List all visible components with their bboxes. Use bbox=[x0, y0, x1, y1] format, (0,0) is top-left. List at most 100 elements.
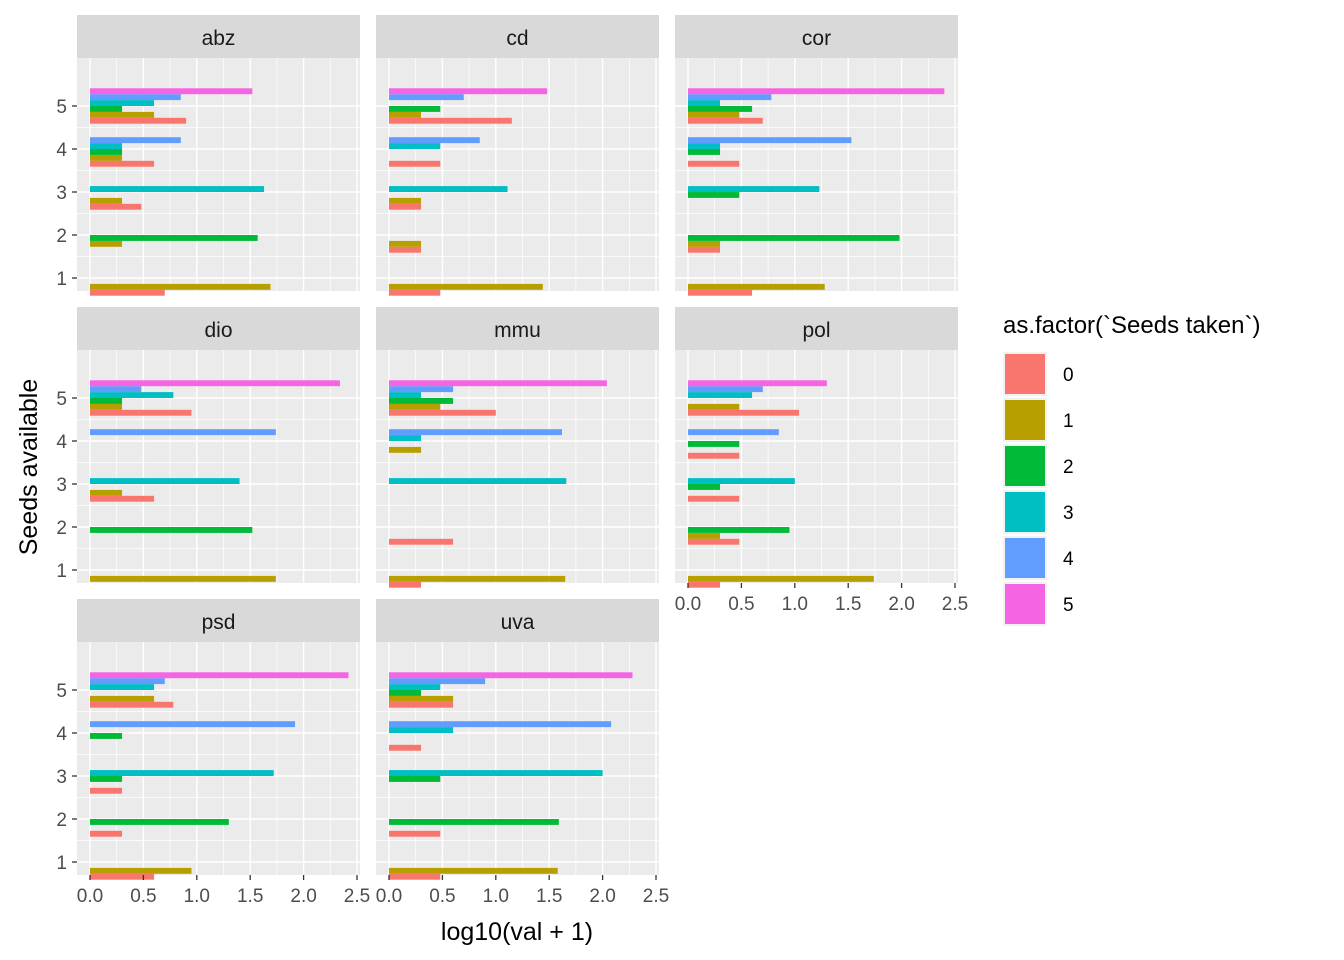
bar-uva-2-2 bbox=[389, 819, 559, 825]
y-tick-label: 1 bbox=[56, 269, 67, 290]
bar-cd-4-0 bbox=[389, 160, 441, 167]
x-tick-label: 1.5 bbox=[835, 594, 861, 615]
x-tick-label: 0.5 bbox=[728, 594, 754, 615]
bar-uva-4-4 bbox=[389, 721, 612, 728]
bar-cd-3-1 bbox=[389, 197, 422, 204]
bar-mmu-1-1 bbox=[389, 575, 566, 582]
x-axis-title: log10(val + 1) bbox=[441, 918, 593, 946]
bar-cor-4-0 bbox=[688, 160, 740, 167]
bar-mmu-1-0 bbox=[389, 581, 422, 588]
bar-cor-5-2 bbox=[688, 106, 753, 112]
bar-uva-2-0 bbox=[389, 830, 441, 837]
bar-mmu-5-1 bbox=[389, 403, 441, 410]
strip-label: cor bbox=[802, 27, 831, 50]
strip-label: psd bbox=[202, 611, 236, 634]
bar-pol-4-4 bbox=[688, 429, 779, 436]
y-tick-label: 3 bbox=[56, 767, 67, 788]
y-tick-label: 2 bbox=[56, 226, 67, 247]
legend-swatch-4 bbox=[1005, 538, 1045, 578]
legend: as.factor(`Seeds taken`) 0 1 2 3 4 5 bbox=[1003, 312, 1260, 626]
bar-cor-5-5 bbox=[688, 88, 945, 95]
bar-psd-3-3 bbox=[90, 770, 274, 776]
bar-psd-4-2 bbox=[90, 733, 123, 739]
x-tick-label: 0.5 bbox=[130, 886, 156, 907]
bar-uva-5-0 bbox=[389, 701, 454, 708]
bar-mmu-4-3 bbox=[389, 435, 422, 441]
legend-label-0: 0 bbox=[1063, 365, 1074, 386]
bar-pol-2-2 bbox=[688, 527, 790, 533]
y-tick-label: 2 bbox=[56, 518, 67, 539]
legend-swatch-0 bbox=[1005, 354, 1045, 394]
bar-cd-5-2 bbox=[389, 106, 441, 112]
x-tick-label: 2.0 bbox=[888, 594, 914, 615]
bar-pol-5-0 bbox=[688, 409, 800, 416]
bar-abz-3-3 bbox=[90, 186, 265, 192]
panel-abz: abz 1 2 3 4 5 bbox=[56, 15, 360, 296]
bar-cor-4-4 bbox=[688, 137, 852, 144]
bar-mmu-5-0 bbox=[389, 409, 496, 416]
x-tick-label: 2.0 bbox=[290, 886, 316, 907]
bar-cd-4-3 bbox=[389, 143, 441, 149]
bar-mmu-4-4 bbox=[389, 429, 563, 436]
bar-pol-5-5 bbox=[688, 380, 827, 387]
bar-cor-2-0 bbox=[688, 246, 721, 253]
bar-abz-5-1 bbox=[90, 111, 155, 118]
bar-abz-4-4 bbox=[90, 137, 181, 144]
y-tick-label: 3 bbox=[56, 183, 67, 204]
x-tick-label: 1.0 bbox=[782, 594, 808, 615]
x-tick-label: 2.5 bbox=[643, 886, 669, 907]
bar-abz-4-3 bbox=[90, 143, 123, 149]
bar-abz-3-0 bbox=[90, 203, 142, 210]
strip-background bbox=[77, 599, 360, 642]
bar-cd-1-1 bbox=[389, 283, 543, 290]
strip-background bbox=[77, 307, 360, 350]
y-tick-label: 4 bbox=[56, 140, 67, 161]
bar-pol-1-0 bbox=[688, 581, 721, 588]
bar-uva-4-0 bbox=[389, 744, 422, 751]
bar-psd-1-0 bbox=[90, 873, 155, 880]
bar-pol-4-0 bbox=[688, 452, 740, 459]
bar-uva-5-2 bbox=[389, 690, 422, 696]
strip-label: abz bbox=[202, 27, 236, 50]
y-tick-label: 4 bbox=[56, 432, 67, 453]
legend-label-3: 3 bbox=[1063, 503, 1074, 524]
bar-mmu-4-1 bbox=[389, 446, 422, 453]
bar-cd-5-5 bbox=[389, 88, 548, 95]
bar-psd-1-1 bbox=[90, 867, 192, 874]
x-tick-label: 1.0 bbox=[483, 886, 509, 907]
y-tick-label: 1 bbox=[56, 561, 67, 582]
bar-pol-2-1 bbox=[688, 532, 721, 539]
bar-cor-1-1 bbox=[688, 283, 825, 290]
bar-dio-4-4 bbox=[90, 429, 276, 436]
bar-pol-3-3 bbox=[688, 478, 795, 484]
bar-cd-5-4 bbox=[389, 94, 464, 101]
bar-uva-5-1 bbox=[389, 695, 454, 702]
x-tick-label: 2.0 bbox=[589, 886, 615, 907]
strip-background bbox=[675, 307, 958, 350]
strip-label: dio bbox=[204, 319, 232, 342]
bar-uva-5-5 bbox=[389, 672, 633, 679]
panel-cd: cd bbox=[376, 15, 659, 296]
y-tick-label: 2 bbox=[56, 810, 67, 831]
legend-label-2: 2 bbox=[1063, 457, 1074, 478]
bar-abz-3-1 bbox=[90, 197, 123, 204]
x-tick-label: 0.0 bbox=[376, 886, 402, 907]
bar-dio-5-1 bbox=[90, 403, 123, 410]
bar-abz-5-5 bbox=[90, 88, 253, 95]
bar-abz-4-2 bbox=[90, 149, 123, 155]
bar-uva-5-3 bbox=[389, 684, 441, 690]
bar-psd-2-2 bbox=[90, 819, 229, 825]
bar-abz-5-0 bbox=[90, 117, 187, 124]
bar-cd-5-0 bbox=[389, 117, 512, 124]
bar-cd-2-0 bbox=[389, 246, 422, 253]
panel-psd: psd 1 2 3 4 5 0.0 0.5 1.0 1.5 2.0 2.5 bbox=[56, 599, 370, 907]
bar-psd-4-4 bbox=[90, 721, 296, 728]
bar-cor-2-2 bbox=[688, 235, 900, 241]
x-tick-label: 2.5 bbox=[344, 886, 370, 907]
bar-cd-1-0 bbox=[389, 289, 441, 296]
strip-label: pol bbox=[802, 319, 830, 342]
bar-dio-3-1 bbox=[90, 489, 123, 496]
bar-psd-5-3 bbox=[90, 684, 155, 690]
legend-swatch-3 bbox=[1005, 492, 1045, 532]
bar-cor-5-4 bbox=[688, 94, 772, 101]
